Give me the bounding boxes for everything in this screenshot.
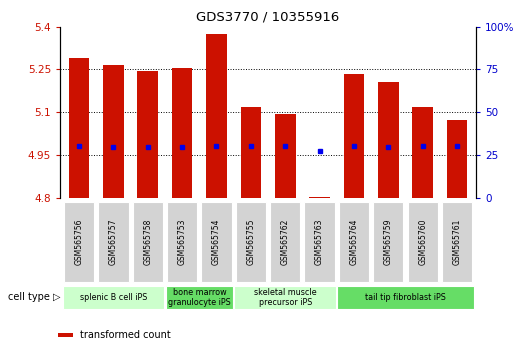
Text: GSM565758: GSM565758 <box>143 218 152 265</box>
Bar <box>447 120 468 198</box>
FancyBboxPatch shape <box>201 202 232 281</box>
Text: cell type ▷: cell type ▷ <box>8 292 60 302</box>
Bar <box>378 82 399 198</box>
Text: GSM565754: GSM565754 <box>212 218 221 265</box>
Bar <box>309 197 330 198</box>
Bar <box>172 68 192 198</box>
Text: GSM565762: GSM565762 <box>281 218 290 265</box>
FancyBboxPatch shape <box>234 286 336 308</box>
FancyBboxPatch shape <box>98 202 129 281</box>
Text: GSM565759: GSM565759 <box>384 218 393 265</box>
FancyBboxPatch shape <box>337 286 473 308</box>
Text: GSM565760: GSM565760 <box>418 218 427 265</box>
Text: GSM565763: GSM565763 <box>315 218 324 265</box>
Text: GSM565755: GSM565755 <box>246 218 255 265</box>
Bar <box>344 74 364 198</box>
FancyBboxPatch shape <box>270 202 300 281</box>
Text: GSM565764: GSM565764 <box>349 218 358 265</box>
FancyBboxPatch shape <box>339 202 369 281</box>
FancyBboxPatch shape <box>236 202 266 281</box>
Text: skeletal muscle
precursor iPS: skeletal muscle precursor iPS <box>254 288 316 307</box>
FancyBboxPatch shape <box>304 202 335 281</box>
Bar <box>58 333 73 337</box>
Bar <box>241 107 261 198</box>
Text: GSM565761: GSM565761 <box>452 218 461 265</box>
Title: GDS3770 / 10355916: GDS3770 / 10355916 <box>197 11 339 24</box>
FancyBboxPatch shape <box>373 202 403 281</box>
Bar <box>412 107 433 198</box>
Text: GSM565753: GSM565753 <box>178 218 187 265</box>
Bar <box>206 34 227 198</box>
FancyBboxPatch shape <box>63 286 164 308</box>
Text: transformed count: transformed count <box>79 330 170 340</box>
FancyBboxPatch shape <box>407 202 438 281</box>
Bar <box>69 58 89 198</box>
Text: GSM565757: GSM565757 <box>109 218 118 265</box>
Bar <box>275 114 295 198</box>
Text: GSM565756: GSM565756 <box>75 218 84 265</box>
FancyBboxPatch shape <box>133 202 163 281</box>
Text: bone marrow
granulocyte iPS: bone marrow granulocyte iPS <box>168 288 231 307</box>
Bar <box>103 65 124 198</box>
FancyBboxPatch shape <box>442 202 472 281</box>
FancyBboxPatch shape <box>166 286 233 308</box>
FancyBboxPatch shape <box>64 202 94 281</box>
Text: tail tip fibroblast iPS: tail tip fibroblast iPS <box>365 293 446 302</box>
FancyBboxPatch shape <box>167 202 197 281</box>
Bar <box>138 71 158 198</box>
Text: splenic B cell iPS: splenic B cell iPS <box>79 293 147 302</box>
